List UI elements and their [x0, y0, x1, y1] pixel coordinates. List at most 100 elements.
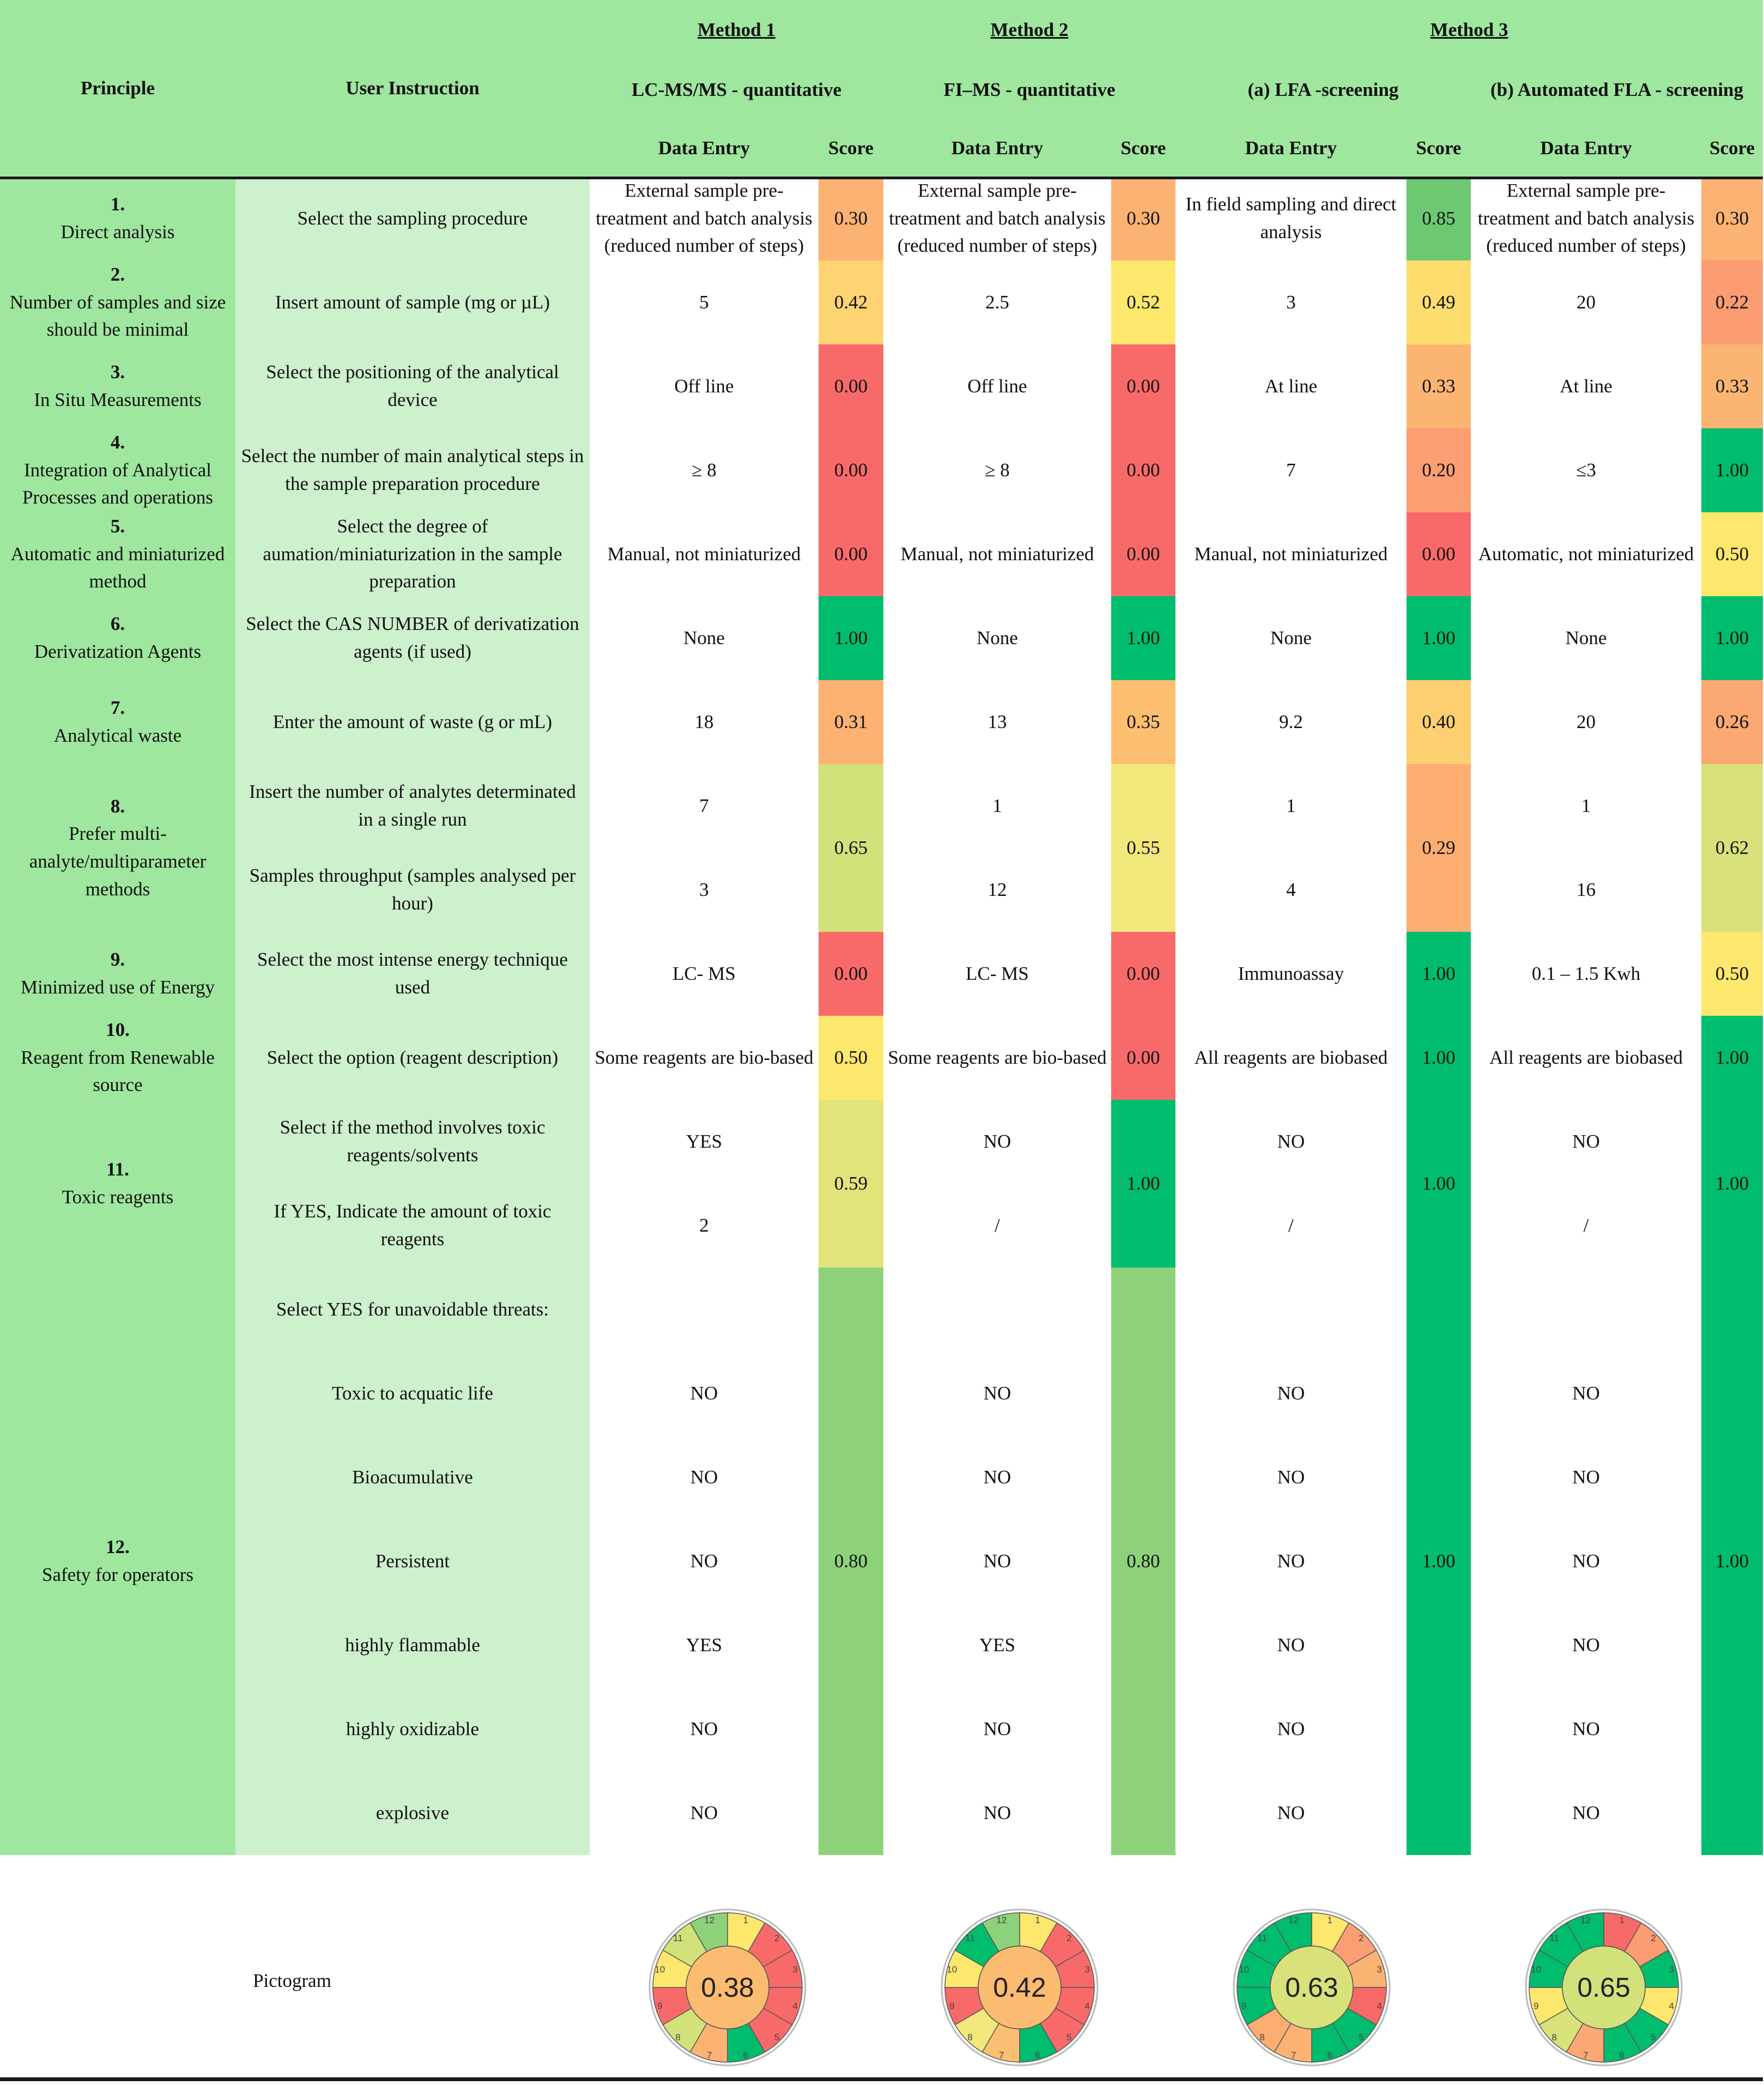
data-entry-cell: LC- MS [883, 932, 1111, 1016]
principle-number: 3. [110, 361, 125, 383]
header-score: Score [819, 120, 883, 177]
header-user-instruction: User Instruction [235, 0, 590, 177]
score-cell: 1.00 [1701, 596, 1763, 680]
instruction-cell: Select YES for unavoidable threats: [235, 1268, 590, 1351]
score-cell: 0.00 [1407, 512, 1471, 596]
pictogram-segment-number: 2 [774, 1933, 779, 1943]
pictogram-segment-number: 4 [1669, 2001, 1674, 2011]
principle-text: Minimized use of Energy [20, 977, 215, 998]
pictogram-segment-number: 1 [1035, 1915, 1040, 1925]
pictogram-segment-number: 5 [1651, 2032, 1656, 2042]
data-entry-cell: External sample pre-treatment and batch … [1471, 177, 1701, 260]
principle-text: Prefer multi-analyte/multiparameter meth… [29, 823, 207, 900]
score-cell: 0.40 [1407, 680, 1471, 764]
principle-text: Derivatization Agents [34, 641, 202, 662]
pictogram-segment-number: 11 [673, 1933, 683, 1943]
header-method-1-sub: LC-MS/MS - quantitative [590, 60, 883, 120]
pictogram-segment-number: 4 [1377, 2001, 1381, 2011]
pictogram-segment-number: 10 [947, 1965, 957, 1975]
instruction-cell: highly oxidizable [235, 1687, 590, 1771]
principle-text: Direct analysis [60, 221, 175, 243]
data-entry-cell: Immunoassay [1175, 932, 1407, 1016]
data-entry-cell: 20 [1471, 260, 1701, 344]
score-cell: 0.00 [819, 344, 883, 428]
score-cell: 0.55 [1111, 764, 1175, 932]
pictogram-method-3a: 1 2 3 4 5 6 7 8 9 10 11 12 0.63 [1223, 1899, 1401, 2076]
data-entry-cell: 7 [1175, 428, 1407, 512]
score-cell: 0.80 [1111, 1268, 1175, 1855]
pictogram-segment-number: 6 [743, 2050, 748, 2060]
principle-text: Automatic and miniaturized method [10, 543, 225, 592]
score-cell: 0.85 [1407, 177, 1471, 260]
data-entry-cell: NO [1175, 1603, 1407, 1687]
data-entry-cell: 5 [590, 260, 819, 344]
data-entry-cell: / [1175, 1184, 1407, 1268]
data-entry-cell: NO [1471, 1351, 1701, 1435]
data-entry-cell: NO [1175, 1771, 1407, 1855]
score-cell: 0.50 [819, 1016, 883, 1100]
header-data-entry: Data Entry [1471, 120, 1701, 177]
data-entry-cell: 1 [883, 764, 1111, 848]
data-entry-cell: YES [590, 1100, 819, 1184]
data-entry-cell: 3 [1175, 260, 1407, 344]
score-cell: 0.00 [1111, 512, 1175, 596]
score-cell: 0.00 [1111, 428, 1175, 512]
score-cell: 1.00 [1701, 1268, 1763, 1855]
data-entry-cell: 4 [1175, 848, 1407, 932]
data-entry-cell: NO [590, 1771, 819, 1855]
instruction-cell: Toxic to acquatic life [235, 1351, 590, 1435]
pictogram-total-score: 0.65 [1577, 1972, 1630, 2003]
data-entry-cell: Some reagents are bio-based [590, 1016, 819, 1100]
instruction-cell: If YES, Indicate the amount of toxic rea… [235, 1184, 590, 1268]
score-cell: 0.30 [819, 177, 883, 260]
pictogram-segment-number: 12 [1288, 1915, 1299, 1925]
data-entry-cell: LC- MS [590, 932, 819, 1016]
pictogram-total-score: 0.63 [1285, 1972, 1338, 2003]
score-cell: 0.80 [819, 1268, 883, 1855]
instruction-cell: Samples throughput (samples analysed per… [235, 848, 590, 932]
pictogram-segment-number: 8 [1259, 2032, 1264, 2042]
header-method-2-sub: FI–MS - quantitative [883, 60, 1175, 120]
pictogram-segment-number: 10 [1239, 1965, 1249, 1975]
data-entry-cell: 20 [1471, 680, 1701, 764]
header-score: Score [1111, 120, 1175, 177]
pictogram-method-1: 1 2 3 4 5 6 7 8 9 10 11 12 0.38 [639, 1899, 816, 2076]
pictogram-segment-number: 12 [996, 1915, 1007, 1925]
header-data-entry: Data Entry [1175, 120, 1407, 177]
data-entry-cell: External sample pre-treatment and batch … [590, 177, 819, 260]
data-entry-cell: 7 [590, 764, 819, 848]
principle-number: 2. [110, 263, 125, 285]
data-entry-cell: NO [1175, 1435, 1407, 1519]
score-cell: 0.33 [1407, 344, 1471, 428]
principle-number: 4. [110, 431, 125, 453]
score-cell: 0.00 [819, 428, 883, 512]
score-cell: 0.49 [1407, 260, 1471, 344]
principle-number: 12. [106, 1536, 130, 1558]
score-cell: 0.00 [1111, 932, 1175, 1016]
pictogram-segment-number: 10 [1531, 1965, 1541, 1975]
principle-number: 7. [110, 697, 125, 719]
principle-number: 1. [110, 193, 125, 215]
instruction-cell: Select the positioning of the analytical… [235, 344, 590, 428]
pictogram-segment-number: 8 [1551, 2032, 1556, 2042]
instruction-cell: Persistent [235, 1519, 590, 1603]
pictogram-segment-number: 6 [1620, 2050, 1624, 2060]
score-cell: 1.00 [1407, 1016, 1471, 1100]
pictogram-segment-number: 2 [1066, 1933, 1071, 1943]
data-entry-cell: NO [1175, 1100, 1407, 1184]
pictogram-segment-number: 2 [1359, 1933, 1363, 1943]
header-data-entry: Data Entry [883, 120, 1111, 177]
pictogram-segment-number: 2 [1651, 1933, 1656, 1943]
pictogram-segment-number: 7 [999, 2050, 1004, 2060]
data-entry-cell: 12 [883, 848, 1111, 932]
pictogram-method-3b: 1 2 3 4 5 6 7 8 9 10 11 12 0.65 [1515, 1899, 1693, 2076]
principle-cell: 4. Integration of Analytical Processes an… [0, 428, 235, 512]
pictogram-segment-number: 3 [1084, 1965, 1089, 1975]
instruction-cell: Insert amount of sample (mg or µL) [235, 260, 590, 344]
score-cell: 1.00 [1111, 596, 1175, 680]
green-metrics-table: Principle User Instruction Method 1 Method … [0, 0, 1763, 1855]
score-cell: 0.33 [1701, 344, 1763, 428]
principle-cell: 6. Derivatization Agents [0, 596, 235, 680]
header-method-3: Method 3 [1175, 0, 1763, 60]
instruction-cell: Insert the number of analytes determinat… [235, 764, 590, 848]
